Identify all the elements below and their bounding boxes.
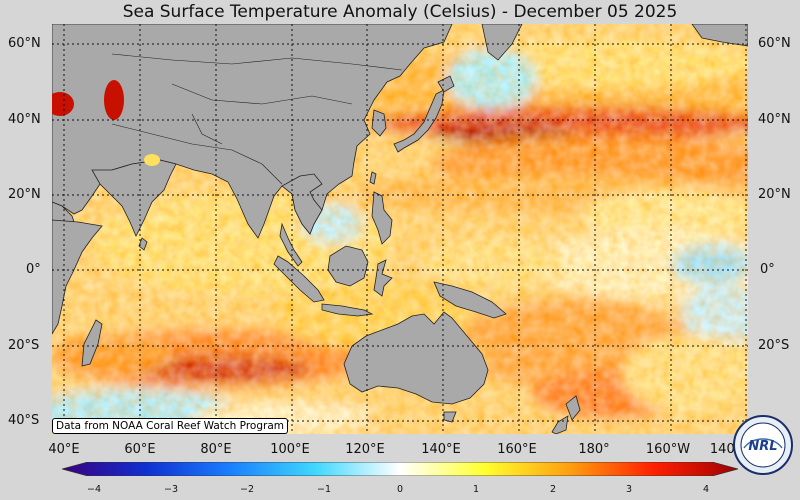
sst-anomaly-map [52,24,748,434]
land-alaska [691,24,748,47]
land-masses [52,24,748,434]
colorbar-tick-4: 4 [702,484,710,495]
lon-label-60e: 60°E [124,442,156,457]
lat-label-60n-left: 60°N [8,36,41,51]
lat-label-eq-right: 0° [760,262,775,277]
colorbar [62,462,738,476]
colorbar-ramp [62,462,738,476]
land-new-guinea [433,281,507,319]
map-title: Sea Surface Temperature Anomaly (Celsius… [122,2,678,22]
caspian-anomaly [52,92,74,116]
black-sea-anomaly [104,80,124,120]
lon-label-180: 180° [578,442,610,457]
land-korea [371,109,387,137]
lon-label-40e: 40°E [48,442,80,457]
lon-label-120e: 120°E [345,442,385,457]
colorbar-tick-minus3: −3 [163,484,179,495]
lon-label-100e: 100°E [270,442,310,457]
land-philippines [371,191,393,245]
land-java [321,303,374,317]
lon-label-160w: 160°W [645,442,691,457]
land-sulawesi [373,259,393,297]
nrl-logo-icon: NRL [733,415,793,475]
colorbar-tick-3: 3 [625,484,633,495]
colorbar-tick-0: 0 [396,484,404,495]
land-kamchatka [481,24,523,61]
land-taiwan [369,171,377,185]
colorbar-tick-minus1: −1 [316,484,332,495]
land-tasmania [443,411,457,423]
colorbar-tick-1: 1 [472,484,480,495]
lon-label-80e: 80°E [200,442,232,457]
land-sumatra [273,255,325,303]
lat-label-20n-right: 20°N [758,187,791,202]
lat-label-60n-right: 60°N [758,36,791,51]
lat-label-eq-left: 0° [26,262,41,277]
lon-label-140e: 140°E [421,442,461,457]
land-india [91,159,177,237]
land-australia [343,311,489,405]
colorbar-tick-minus2: −2 [239,484,255,495]
lat-label-20s-left: 20°S [8,338,40,353]
land-malay [279,222,303,267]
country-borders [111,53,403,185]
land-new-zealand [565,395,581,421]
lat-label-40s-left: 40°S [8,413,40,428]
colorbar-tick-2: 2 [549,484,557,495]
lat-label-20n-left: 20°N [8,187,41,202]
land-sri-lanka [138,237,148,251]
data-credit: Data from NOAA Coral Reef Watch Program [52,418,288,434]
land-borneo [327,245,369,287]
lat-label-20s-right: 20°S [758,338,790,353]
land-japan [393,89,445,153]
lat-label-40n-left: 40°N [8,112,41,127]
persian-gulf-anomaly [144,154,160,166]
land-madagascar [81,319,103,367]
lon-label-160e: 160°E [497,442,537,457]
land-hokkaido [437,75,455,93]
lat-label-40n-right: 40°N [758,112,791,127]
map-canvas [52,24,748,434]
logo-text: NRL [748,439,777,454]
colorbar-tick-minus4: −4 [86,484,102,495]
